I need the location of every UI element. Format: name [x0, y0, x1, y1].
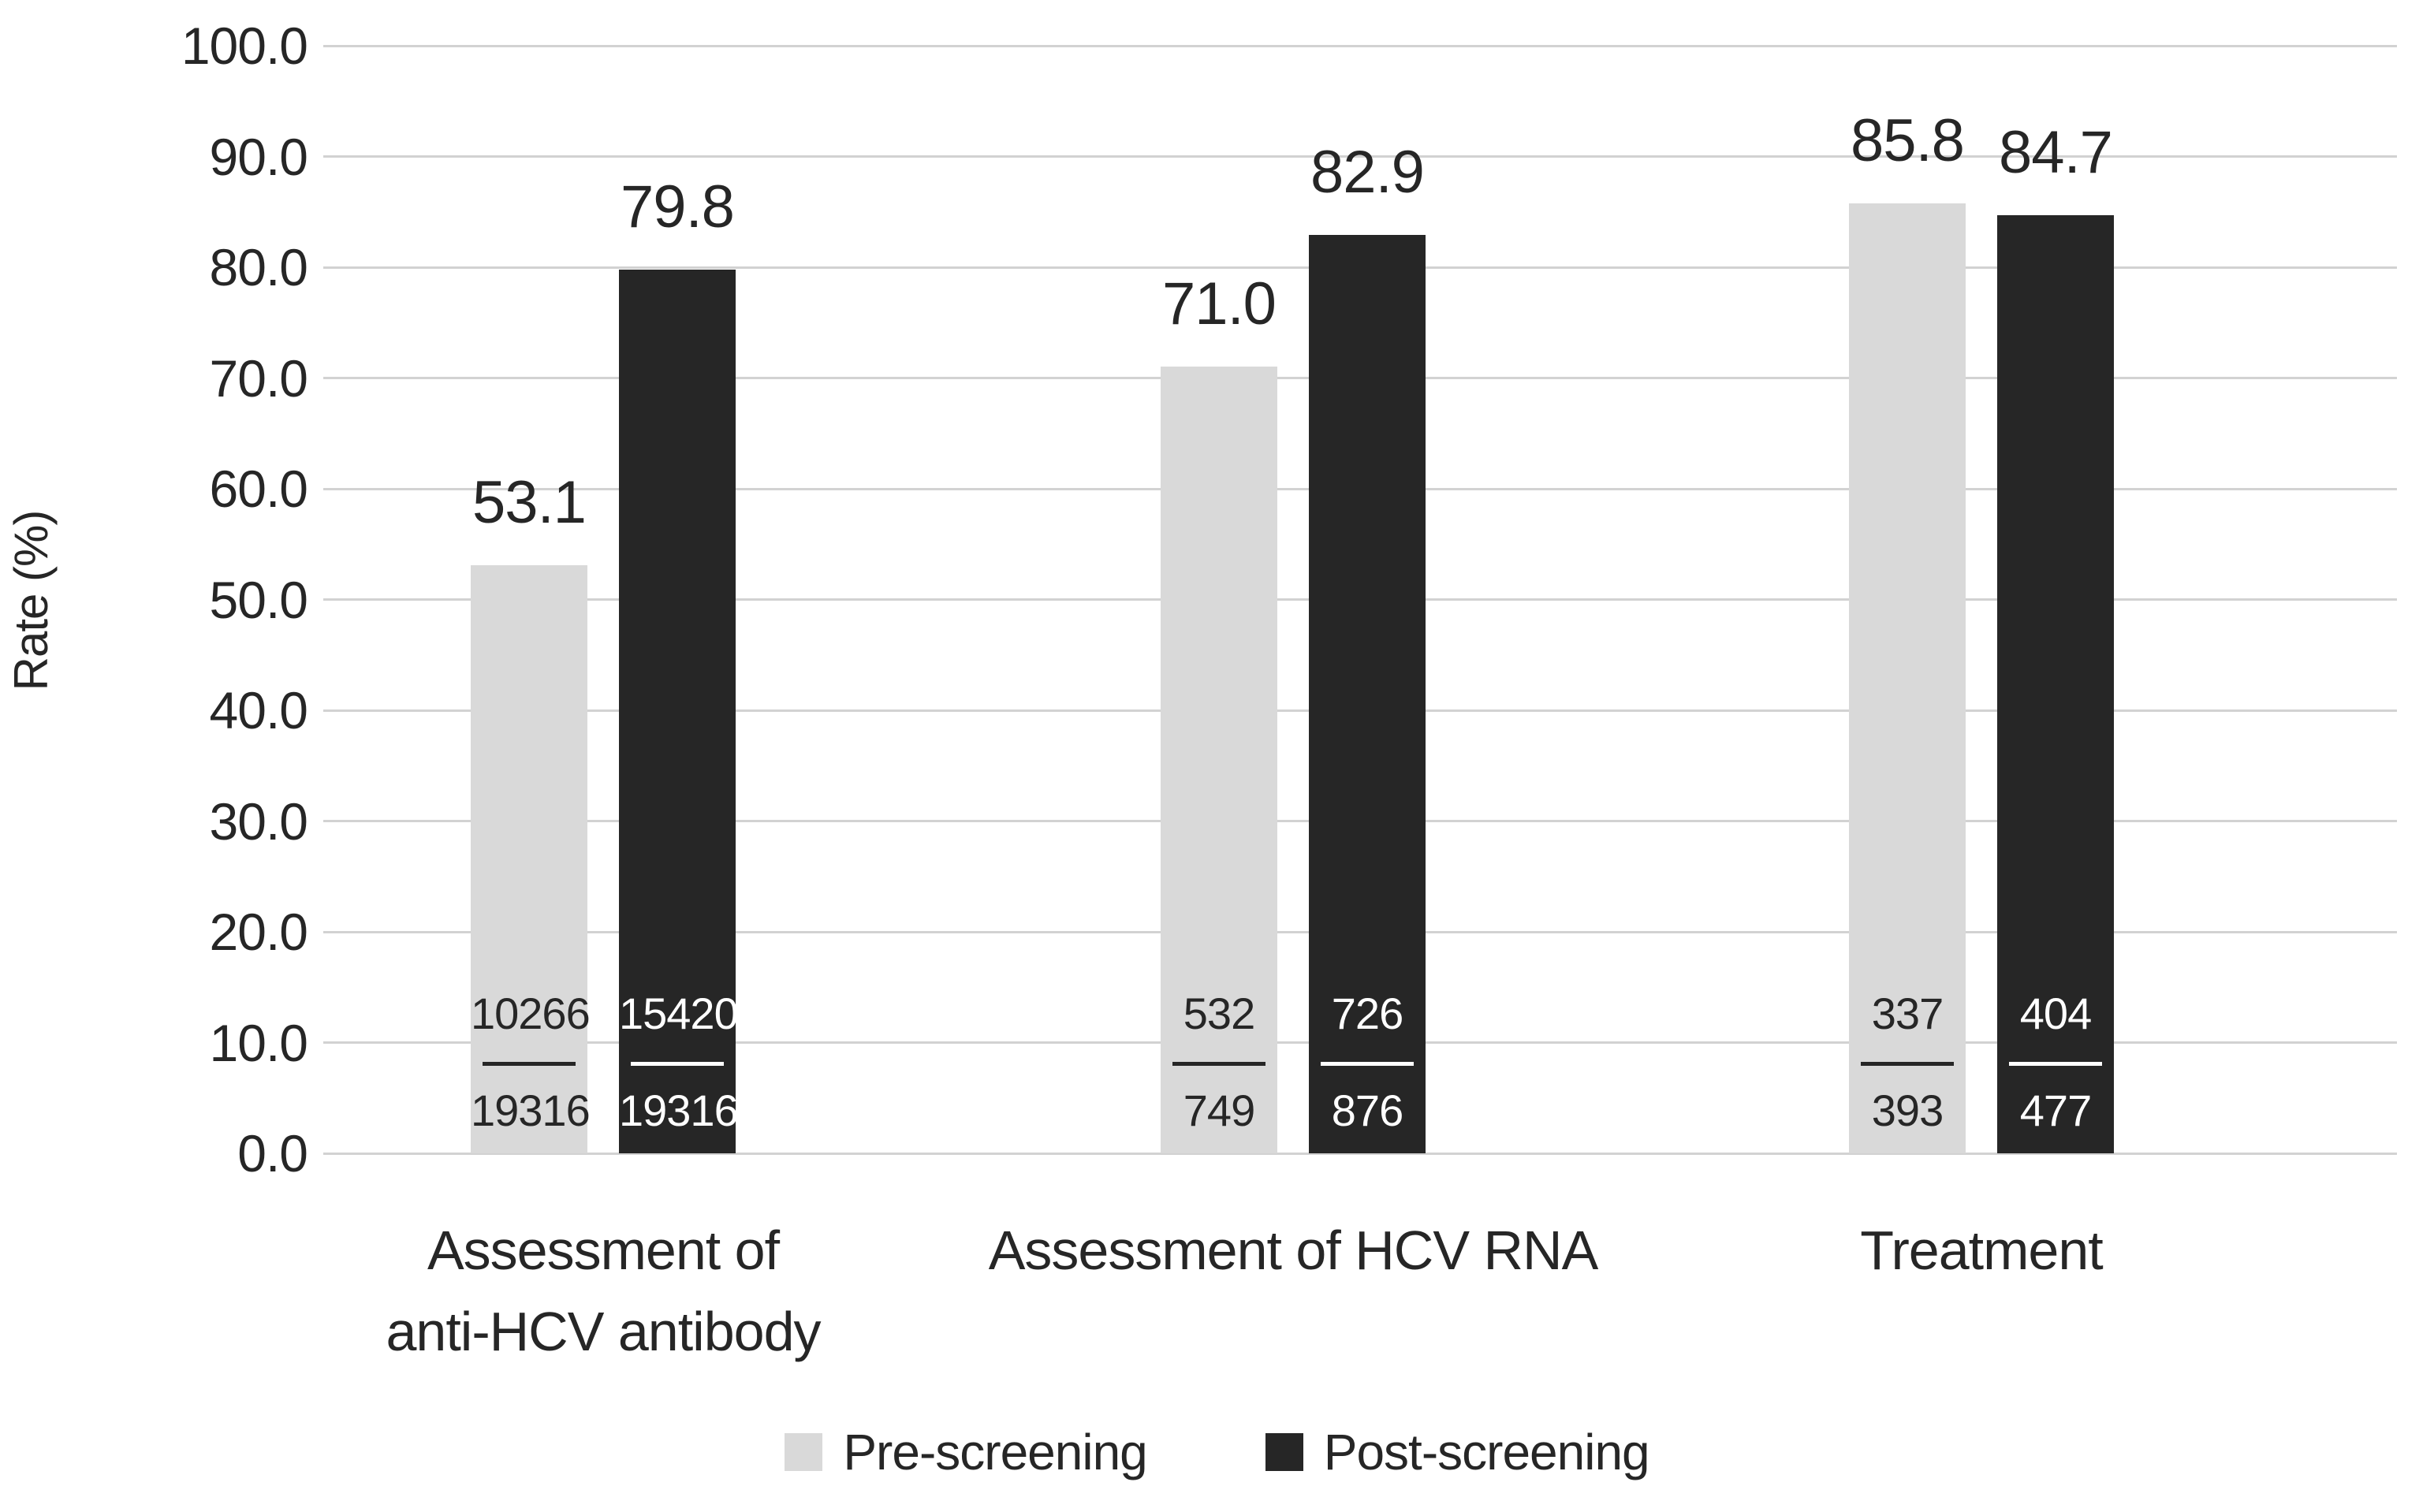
bar-fraction: 15420 19316 — [619, 989, 739, 1135]
y-tick-label: 70.0 — [209, 348, 308, 408]
x-axis-category-label: Assessment of anti-HCV antibody — [209, 1210, 997, 1372]
legend-item-pre-screening: Pre-screening — [785, 1423, 1148, 1481]
fraction-divider-line — [2009, 1062, 2102, 1066]
bar-value-label: 84.7 — [1999, 118, 2113, 186]
fraction-divider-line — [631, 1062, 724, 1066]
y-tick-label: 60.0 — [209, 460, 308, 518]
fraction-denominator: 19316 — [619, 1086, 739, 1135]
bar-value-label: 79.8 — [621, 173, 735, 240]
y-tick-label: 30.0 — [209, 791, 308, 851]
fraction-divider-line — [483, 1062, 576, 1066]
bar-pre-screening-2 — [1849, 203, 1966, 1153]
y-tick-label: 100.0 — [181, 17, 308, 75]
x-axis-category-label: Assessment of HCV RNA — [899, 1210, 1687, 1291]
fraction-divider-line — [1172, 1062, 1265, 1066]
y-tick-label: 20.0 — [209, 903, 308, 961]
legend-swatch-icon — [1265, 1433, 1303, 1471]
legend-label: Post-screening — [1323, 1424, 1650, 1480]
y-tick-label: 90.0 — [209, 127, 308, 186]
fraction-numerator: 15420 — [619, 989, 739, 1038]
legend-item-post-screening: Post-screening — [1265, 1423, 1650, 1481]
fraction-denominator: 749 — [1183, 1086, 1255, 1135]
fraction-divider-line — [1321, 1062, 1414, 1066]
bar-value-label: 53.1 — [472, 468, 587, 536]
bar-pre-screening-1 — [1161, 367, 1277, 1153]
bar-pre-screening-0 — [471, 564, 587, 1153]
bar-post-screening-2 — [1997, 214, 2114, 1153]
fraction-denominator: 876 — [1331, 1086, 1403, 1135]
bar-fraction: 532 749 — [1161, 989, 1277, 1135]
legend-label: Pre-screening — [843, 1424, 1147, 1480]
fraction-numerator: 726 — [1331, 989, 1403, 1038]
fraction-divider-line — [1861, 1062, 1954, 1066]
fraction-denominator: 477 — [2019, 1086, 2092, 1135]
x-axis-category-label: Treatment — [1587, 1210, 2376, 1291]
fraction-numerator: 337 — [1871, 989, 1944, 1038]
y-tick-label: 10.0 — [209, 1013, 308, 1072]
bar-fraction: 337 393 — [1849, 989, 1966, 1135]
fraction-numerator: 10266 — [471, 989, 591, 1038]
fraction-denominator: 19316 — [471, 1086, 591, 1135]
gridline — [323, 44, 2397, 47]
x-axis-category-label-line: anti-HCV antibody — [386, 1301, 821, 1362]
y-tick-label: 50.0 — [209, 570, 308, 629]
bar-value-label: 82.9 — [1310, 139, 1425, 207]
x-axis-category-label-line: Treatment — [1860, 1220, 2103, 1281]
fraction-numerator: 404 — [2019, 989, 2092, 1038]
bar-fraction: 10266 19316 — [471, 989, 591, 1135]
y-tick-label: 80.0 — [209, 238, 308, 296]
x-axis-category-label-line: Assessment of — [427, 1220, 780, 1281]
bar-fraction: 404 477 — [1997, 989, 2114, 1135]
fraction-denominator: 393 — [1871, 1086, 1944, 1135]
y-tick-label: 40.0 — [209, 681, 308, 739]
bar-fraction: 726 876 — [1309, 989, 1426, 1135]
legend: Pre-screening Post-screening — [0, 1413, 2434, 1492]
bar-post-screening-0 — [619, 269, 736, 1153]
fraction-numerator: 532 — [1183, 989, 1255, 1038]
bar-value-label: 71.0 — [1162, 270, 1277, 338]
x-axis-category-label-line: Assessment of HCV RNA — [988, 1220, 1599, 1281]
bar-post-screening-1 — [1309, 235, 1426, 1153]
gridline — [323, 155, 2397, 158]
legend-swatch-icon — [785, 1433, 823, 1471]
gridline — [323, 1152, 2397, 1155]
y-tick-label: 0.0 — [237, 1124, 308, 1182]
bar-value-label: 85.8 — [1851, 106, 1965, 174]
